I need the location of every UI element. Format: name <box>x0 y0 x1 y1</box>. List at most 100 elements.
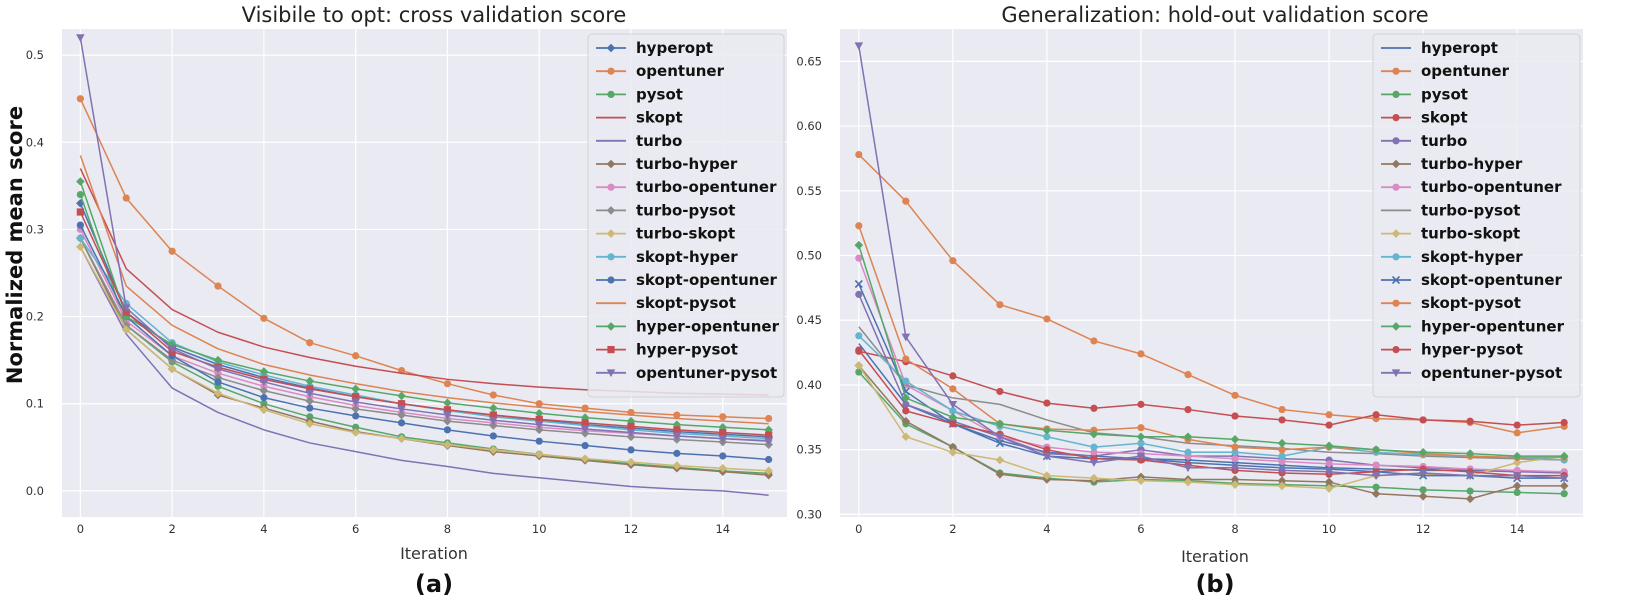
data-point-opentuner-pysot <box>995 433 1005 442</box>
data-point-opentuner <box>1137 350 1145 358</box>
y-tick-label: 0.30 <box>796 507 822 521</box>
y-tick-label: 0.4 <box>26 135 44 149</box>
series-line-turbo <box>79 246 769 496</box>
series-line-turbo-pysot <box>858 326 1565 461</box>
legend-label: skopt-pysot <box>1421 294 1521 312</box>
data-point-skopt-opentuner <box>306 404 314 412</box>
legend-label: skopt-hyper <box>1421 248 1523 266</box>
data-point-opentuner <box>214 282 222 290</box>
data-point-turbo-pysot <box>580 429 590 438</box>
data-point-skopt-opentuner <box>443 426 452 434</box>
data-point-hyper-opentuner <box>489 403 498 413</box>
data-point-skopt <box>1137 400 1145 408</box>
data-point-hyper-opentuner <box>995 419 1005 429</box>
series-turbo-skopt-a <box>76 242 773 476</box>
data-point-hyper-opentuner <box>351 384 360 394</box>
data-point-skopt-hyper <box>1184 448 1192 456</box>
data-point-opentuner-pysot <box>1418 469 1428 478</box>
legend-swatch-marker <box>1392 67 1400 75</box>
data-point-opentuner-pysot <box>718 435 728 443</box>
data-point-hyper-pysot <box>1043 446 1051 454</box>
legend-label: pysot <box>1421 85 1468 103</box>
series-group-a <box>76 34 773 496</box>
data-point-hyper-opentuner <box>1324 441 1334 451</box>
data-point-turbo-hyper <box>1324 477 1334 487</box>
data-point-hyper-pysot <box>122 308 130 316</box>
legend-swatch-marker <box>606 369 616 378</box>
data-point-opentuner-pysot <box>1230 464 1240 473</box>
legend-entry-turbo-skopt: turbo-skopt <box>1381 225 1520 243</box>
data-point-skopt-hyper <box>902 377 910 385</box>
data-point-opentuner-pysot <box>948 400 958 409</box>
y-tick-label: 0.60 <box>796 119 822 133</box>
x-tick-label: 2 <box>168 522 175 536</box>
y-tick-label: 0.0 <box>26 484 44 498</box>
data-point-hyper-pysot <box>76 208 84 216</box>
legend-entry-opentuner: opentuner <box>1381 62 1510 80</box>
data-point-opentuner <box>1184 371 1192 379</box>
data-point-hyper-opentuner <box>1183 432 1193 442</box>
y-tick-label: 0.3 <box>26 222 44 236</box>
data-point-skopt-hyper <box>1278 452 1286 460</box>
data-point-turbo <box>902 400 910 408</box>
y-tick-label: 0.2 <box>26 310 44 324</box>
legend-label: skopt-hyper <box>636 248 738 266</box>
data-point-turbo-opentuner <box>1278 457 1286 465</box>
data-point-opentuner <box>949 257 957 265</box>
data-point-opentuner-pysot <box>213 365 223 374</box>
data-point-skopt-opentuner <box>260 394 268 402</box>
data-point-skopt-opentuner <box>489 432 497 440</box>
legend-box-a <box>587 33 785 398</box>
data-point-hyper-pysot <box>855 346 863 354</box>
data-point-skopt-opentuner <box>397 419 406 427</box>
legend-swatch-marker <box>607 253 615 261</box>
data-point-turbo-hyper <box>948 442 958 452</box>
legend-label: turbo-opentuner <box>1421 178 1562 196</box>
data-point-hyper-pysot <box>765 431 773 439</box>
data-point-turbo-skopt <box>718 463 728 473</box>
data-point-hyper-pysot <box>397 400 406 408</box>
data-point-opentuner <box>855 150 863 159</box>
chart-title-a: Visibile to opt: cross validation score <box>242 3 627 27</box>
data-point-skopt <box>1184 405 1192 414</box>
data-point-turbo-pysot <box>443 416 452 426</box>
data-point-opentuner-pysot <box>854 42 864 51</box>
legend-swatch-marker <box>607 67 615 75</box>
series-turbo-pysot-b <box>858 326 1565 461</box>
legend-label: opentuner-pysot <box>1421 364 1562 382</box>
series-line-turbo-hyper <box>858 365 1565 500</box>
series-line-skopt-opentuner <box>858 283 1565 479</box>
data-point-skopt-opentuner <box>535 437 543 445</box>
data-point-turbo-pysot <box>489 421 498 430</box>
data-point-turbo-hyper <box>995 469 1005 479</box>
data-point-skopt <box>1560 418 1568 427</box>
x-tick-label: 10 <box>532 522 547 536</box>
x-tick-label: 10 <box>1322 522 1337 536</box>
data-point-pysot <box>1419 486 1427 494</box>
data-point-turbo-skopt <box>1324 484 1334 493</box>
data-point-turbo-skopt <box>443 440 452 449</box>
data-point-skopt <box>1231 412 1239 420</box>
legend-label: hyper-opentuner <box>1421 317 1565 335</box>
data-point-opentuner <box>489 391 497 399</box>
data-point-hyper-pysot <box>581 419 589 427</box>
data-point-hyperopt <box>76 198 85 208</box>
legend-label: turbo-opentuner <box>636 178 777 196</box>
data-point-turbo-hyper <box>1418 491 1428 501</box>
legend-entry-turbo-hyper: turbo-hyper <box>596 155 738 173</box>
tick-labels-b: 0 2 4 6 8 10 12 14 0.30 0.35 0.40 0.45 0.50 0.55 0.60 0… <box>796 54 1524 536</box>
data-point-turbo-hyper <box>764 470 773 480</box>
data-point-opentuner-pysot <box>121 304 131 313</box>
series-line-opentuner-pysot <box>79 37 769 442</box>
y-tick-label: 0.40 <box>796 378 822 392</box>
series-line-hyper-opentuner <box>79 181 769 431</box>
data-point-hyper-opentuner <box>397 391 406 401</box>
data-point-hyper-opentuner <box>1465 449 1475 458</box>
data-point-turbo-skopt <box>259 405 269 415</box>
data-point-hyper-opentuner <box>1230 435 1240 444</box>
legend-swatch-marker <box>607 346 615 354</box>
legend-label: hyper-opentuner <box>636 317 780 335</box>
data-point-opentuner-pysot <box>443 411 452 420</box>
tick-labels-a: 0 2 4 6 8 10 12 14 0.0 0.1 0.2 0.3 0.4 0.5 <box>26 48 730 536</box>
data-point-hyper-pysot <box>352 393 360 401</box>
